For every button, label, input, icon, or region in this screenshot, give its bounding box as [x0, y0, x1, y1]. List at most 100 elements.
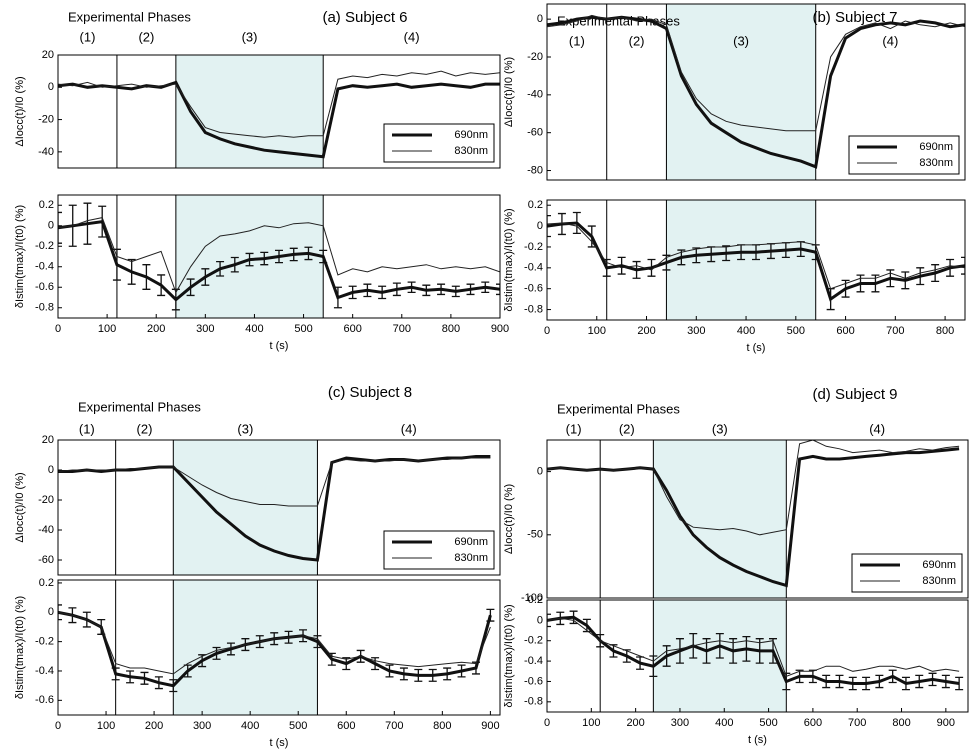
x-tick-label: 600 [836, 325, 854, 337]
y-tick-label: -80 [527, 164, 543, 176]
error-bar [888, 669, 897, 684]
x-tick-label: 700 [385, 720, 403, 732]
y-tick-label: 20 [42, 434, 54, 446]
plot-area [547, 440, 960, 588]
error-bar [722, 245, 731, 262]
y-axis-label: δIstim(tmax)/I(t0) (%) [14, 596, 26, 699]
error-bar [378, 285, 387, 300]
x-tick-label: 200 [147, 323, 165, 335]
error-bar [186, 278, 195, 297]
error-bar [140, 671, 149, 685]
plot-area [547, 211, 965, 311]
error-bar [795, 669, 804, 684]
x-axis-label: t (s) [270, 737, 289, 749]
y-tick-label: -0.6 [35, 281, 54, 293]
y-tick-label: 0 [48, 464, 54, 476]
series-line [58, 611, 491, 675]
series-line [547, 440, 960, 536]
x-tick-label: 400 [245, 323, 263, 335]
series-line [58, 70, 500, 138]
error-bar [313, 635, 322, 649]
y-tick-label: 0 [537, 466, 543, 478]
axes-frame [546, 3, 966, 181]
error-bar [451, 285, 460, 298]
y-tick-label: -20 [38, 113, 54, 125]
series-line [58, 80, 500, 159]
phase-label: (2) [138, 29, 154, 44]
x-tick-label: 100 [98, 323, 116, 335]
y-tick-label: 0.2 [39, 199, 54, 211]
axes-frame [546, 599, 969, 713]
y-tick-label: 0 [48, 220, 54, 232]
x-tick-label: 300 [671, 717, 689, 729]
axes-frame [57, 439, 501, 576]
y-tick-label: -0.6 [35, 694, 54, 706]
x-tick-label: 400 [737, 325, 755, 337]
annotation: Experimental Phases [78, 399, 201, 414]
x-tick-label: 400 [715, 717, 733, 729]
error-bar [557, 212, 566, 236]
plot-area [58, 70, 500, 159]
x-tick-label: 700 [848, 717, 866, 729]
x-tick-label: 300 [193, 720, 211, 732]
y-tick-label: 0.2 [39, 577, 54, 589]
y-tick-label: -0.8 [524, 303, 543, 315]
error-bar [457, 664, 466, 678]
error-bar [289, 247, 298, 262]
x-tick-label: 800 [433, 720, 451, 732]
series-line [547, 615, 960, 686]
x-tick-label: 0 [544, 717, 550, 729]
error-bar [617, 256, 626, 275]
x-tick-label: 0 [55, 720, 61, 732]
x-tick-label: 800 [442, 323, 460, 335]
error-bar [901, 676, 910, 691]
x-tick-label: 300 [687, 325, 705, 337]
plot-area [547, 610, 964, 691]
legend-label: 690nm [919, 141, 953, 153]
error-bar [715, 632, 724, 659]
y-tick-label: -0.4 [524, 655, 543, 667]
chart-title: (a) Subject 6 [322, 9, 407, 26]
x-tick-label: 100 [582, 717, 600, 729]
y-tick-label: -100 [521, 592, 543, 604]
series-line [58, 457, 491, 507]
error-bar [226, 642, 235, 656]
error-bar [201, 268, 210, 286]
legend-label: 690nm [454, 129, 488, 141]
error-bar [58, 604, 62, 621]
error-bar [385, 664, 394, 678]
error-bar [928, 672, 937, 687]
axes-frame [57, 54, 501, 169]
series-line [58, 217, 500, 294]
x-tick-label: 200 [145, 720, 163, 732]
error-bar [127, 258, 136, 285]
error-bar [333, 286, 342, 309]
legend-label: 830nm [454, 552, 488, 564]
series-line [547, 617, 960, 678]
error-bar [471, 661, 480, 675]
legend-label: 830nm [922, 575, 956, 587]
error-bar [662, 645, 671, 667]
y-tick-label: -0.4 [524, 262, 543, 274]
phase-label: (2) [619, 421, 635, 436]
phase-shade [653, 440, 787, 598]
error-bar [275, 249, 283, 264]
error-bar [582, 618, 591, 633]
error-bar [822, 674, 831, 689]
y-tick-label: -20 [527, 51, 543, 63]
y-axis-label: δIstim(tmax)/I(t0) (%) [503, 208, 515, 311]
y-tick-label: -0.8 [35, 302, 54, 314]
error-bar [946, 258, 955, 277]
error-bar [319, 249, 328, 264]
error-bar [692, 247, 701, 264]
chart-title: (b) Subject 7 [812, 9, 897, 26]
error-bar [649, 655, 658, 678]
y-tick-label: -0.8 [524, 696, 543, 708]
x-axis-label: t (s) [270, 340, 289, 352]
error-bar [169, 679, 178, 693]
error-bar [245, 252, 254, 267]
phase-label: (3) [242, 29, 258, 44]
error-bar [547, 215, 551, 238]
error-bar [414, 668, 423, 682]
y-tick-label: -0.4 [35, 261, 54, 273]
